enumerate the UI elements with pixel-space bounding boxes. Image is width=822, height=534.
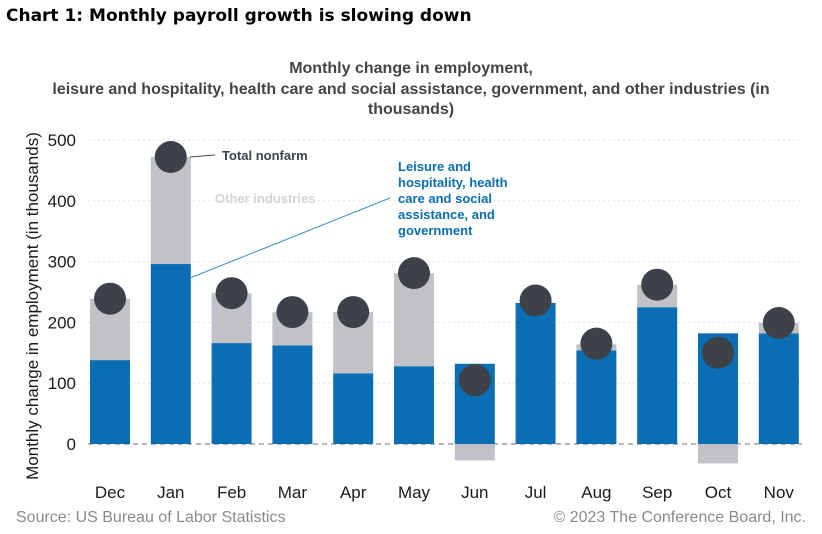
page-heading: Chart 1: Monthly payroll growth is slowi… (6, 6, 472, 26)
y-tick-label: 500 (48, 131, 76, 150)
x-tick-label: Jun (461, 483, 488, 502)
x-tick-label: Nov (764, 483, 795, 502)
y-tick-label: 300 (48, 253, 76, 272)
total-nonfarm-dot-jun (458, 364, 491, 397)
total-nonfarm-dot-sep (641, 268, 674, 301)
chart-title-line-3: thousands) (367, 101, 455, 118)
x-tick-label: Sep (642, 483, 672, 502)
copyright-note: © 2023 The Conference Board, Inc. (553, 509, 806, 526)
x-tick-label: Feb (217, 483, 246, 502)
leisure-annotation-line-3: care and social (398, 191, 492, 206)
total-nonfarm-dot-jan (154, 141, 187, 174)
x-tick-label: Dec (95, 483, 126, 502)
total-nonfarm-dot-oct (702, 336, 734, 369)
bar-leisure-jul (515, 302, 556, 444)
x-tick-label: Oct (705, 483, 732, 502)
x-tick-label: Mar (278, 483, 308, 502)
chart-title-line-2: leisure and hospitality, health care and… (52, 81, 770, 98)
chart-title-line-1: Monthly change in employment, (289, 60, 533, 77)
total-nonfarm-dot-feb (215, 277, 248, 310)
bar-leisure-dec (90, 360, 130, 444)
y-tick-label: 100 (48, 374, 76, 393)
x-tick-label: Jan (157, 483, 184, 502)
leisure-callout-line (189, 197, 391, 279)
bar-leisure-nov (758, 333, 799, 444)
bar-leisure-mar (272, 345, 313, 444)
bar-other-oct (698, 444, 738, 464)
y-tick-label: 400 (48, 192, 76, 211)
bar-leisure-apr (333, 373, 374, 444)
other-industries-annotation: Other industries (215, 191, 315, 206)
total-nonfarm-callout-line (189, 154, 216, 158)
bar-leisure-aug (576, 350, 617, 444)
y-tick-label: 200 (48, 313, 76, 332)
bar-other-jun (454, 444, 495, 461)
y-axis-label: Monthly change in employment (in thousan… (23, 132, 42, 480)
total-nonfarm-dot-jul (519, 284, 552, 317)
x-tick-label: Apr (340, 483, 367, 502)
leisure-annotation-line-2: hospitality, health (398, 175, 508, 190)
x-tick-label: May (398, 483, 431, 502)
source-note: Source: US Bureau of Labor Statistics (16, 509, 286, 526)
bar-leisure-may (394, 366, 434, 444)
total-nonfarm-dot-aug (580, 327, 613, 360)
total-nonfarm-dot-nov (762, 307, 795, 340)
bar-other-jan (150, 157, 191, 265)
total-nonfarm-dot-dec (94, 282, 126, 315)
leisure-annotation-line-5: government (398, 223, 473, 238)
total-nonfarm-dot-apr (337, 296, 370, 329)
bar-leisure-sep (637, 307, 678, 444)
x-tick-label: Jul (525, 483, 547, 502)
leisure-annotation-line-1: Leisure and (398, 159, 471, 174)
total-nonfarm-annotation: Total nonfarm (222, 148, 308, 163)
leisure-annotation-line-4: assistance, and (398, 207, 495, 222)
bar-leisure-feb (211, 343, 252, 444)
total-nonfarm-dot-mar (276, 296, 309, 329)
y-tick-label: 0 (67, 435, 76, 454)
bar-leisure-jan (150, 264, 191, 444)
total-nonfarm-dot-may (398, 257, 430, 290)
x-tick-label: Aug (581, 483, 611, 502)
